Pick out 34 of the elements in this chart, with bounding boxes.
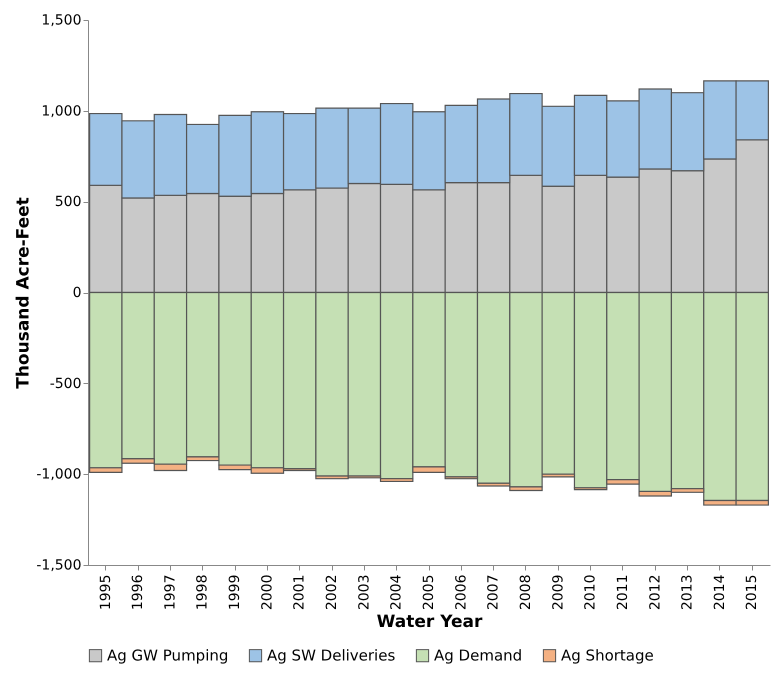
x-tick-label: 1995 [98,574,114,610]
x-tick-label: 2008 [518,574,534,610]
legend-label: Ag SW Deliveries [267,646,396,665]
legend-label: Ag Shortage [561,646,654,665]
x-tick-label: 1999 [227,574,244,610]
x-tick-label: 2006 [453,574,470,610]
x-tick-label: 2002 [324,574,340,610]
x-tick-label: 2005 [421,574,437,610]
y-tick-label: 500 [54,194,82,210]
x-tick-label: 2000 [259,574,276,610]
x-tick-label: 1996 [130,574,146,610]
y-tick-label: -1,000 [36,466,82,483]
legend-label: Ag GW Pumping [107,646,228,665]
y-tick-label: 1,000 [41,103,82,120]
y-tick-label: -1,500 [36,558,82,574]
x-tick-label: 2013 [680,574,696,610]
x-tick-label: 1997 [162,574,178,610]
x-tick-label: 2001 [292,574,308,610]
x-tick-label: 2003 [356,574,372,610]
x-axis-title: Water Year [376,612,483,632]
y-tick-label: -500 [50,376,82,392]
y-tick-label: 1,500 [41,12,82,28]
x-tick-label: 2012 [647,574,664,610]
x-tick-label: 2009 [550,574,566,610]
x-tick-label: 1998 [194,574,211,610]
y-axis-title: Thousand Acre-Feet [13,197,34,389]
x-tick-label: 2014 [712,574,728,610]
y-tick-label: 0 [72,285,82,301]
legend-label: Ag Demand [434,646,522,665]
x-tick-label: 2011 [614,574,631,610]
x-tick-label: 2004 [388,574,405,610]
x-tick-label: 2015 [744,574,760,610]
x-tick-label: 2007 [486,574,502,610]
x-tick-label: 2010 [582,574,599,610]
